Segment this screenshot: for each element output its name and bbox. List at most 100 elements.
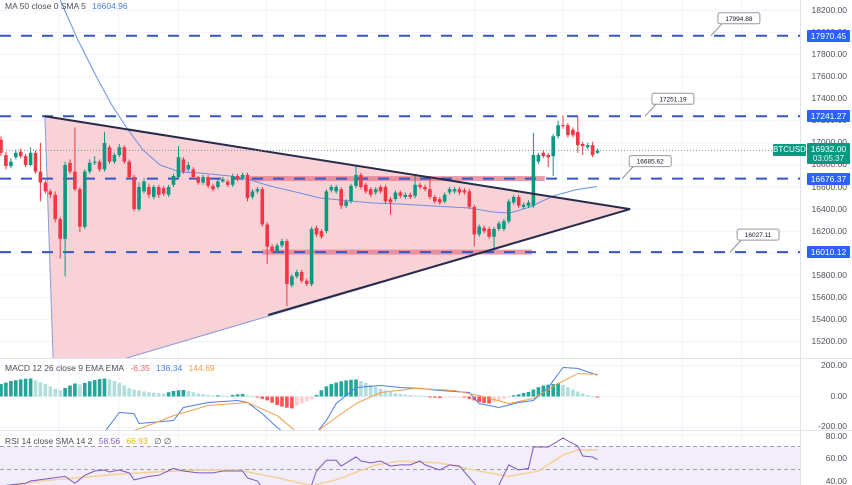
candle — [102, 131, 107, 172]
price-axis[interactable]: 18200.0018000.0017800.0017600.0017400.00… — [800, 0, 852, 485]
macd-pane[interactable] — [0, 366, 600, 448]
candle — [127, 159, 131, 180]
candle — [393, 190, 398, 202]
macd-histogram-bar — [211, 395, 215, 397]
ma-legend-title[interactable]: MA 50 close 0 SMA 5 — [5, 1, 86, 11]
candle — [304, 278, 309, 287]
price-zone[interactable] — [262, 249, 532, 255]
macd-histogram-bar — [590, 395, 595, 397]
macd-histogram-bar — [566, 387, 570, 397]
candle — [87, 159, 92, 174]
candle — [442, 192, 447, 204]
candle — [541, 150, 546, 159]
macd-histogram-bar — [176, 390, 181, 397]
trendline[interactable] — [267, 208, 631, 316]
macd-histogram-bar — [482, 396, 486, 403]
candle — [452, 187, 457, 194]
macd-histogram-bar — [595, 396, 600, 398]
trendline[interactable] — [44, 115, 631, 211]
candle — [250, 189, 255, 200]
candle — [364, 182, 368, 194]
candle — [186, 161, 191, 172]
candle — [14, 149, 18, 160]
rsi-pane[interactable] — [0, 437, 800, 485]
macd-histogram-bar — [368, 384, 373, 397]
macd-histogram-bar — [428, 396, 432, 398]
candle — [235, 173, 240, 182]
macd-histogram-bar — [161, 393, 166, 397]
candle — [152, 184, 156, 200]
candle — [438, 197, 442, 205]
candle — [211, 183, 215, 192]
macd-histogram-bar — [344, 380, 348, 397]
price-callout[interactable]: 17994.88 — [710, 12, 761, 37]
candle — [161, 185, 166, 196]
price-axis-label: 15800.00 — [811, 269, 847, 280]
rsi-axis-label: 60.00 — [825, 452, 847, 463]
candle — [418, 182, 422, 190]
price-pane[interactable]: 17994.88 17251.19 16685.62 16027.11 — [0, 0, 800, 380]
rsi-legend-title[interactable]: RSI 14 close SMA 14 2 — [5, 436, 93, 446]
macd-legend: MACD 12 26 close 9 EMA EMA -6.35 138.34 … — [5, 363, 219, 374]
price-callout[interactable]: 16685.62 — [621, 155, 672, 179]
candle — [467, 189, 472, 210]
macd-legend-title[interactable]: MACD 12 26 close 9 EMA EMA — [5, 363, 125, 373]
candle — [526, 200, 531, 208]
price-axis-label: 16800.00 — [811, 159, 847, 170]
macd-histogram-bar — [452, 396, 457, 398]
macd-histogram-bar — [403, 394, 408, 397]
candle — [482, 225, 486, 234]
macd-histogram-bar — [359, 381, 363, 397]
macd-histogram-bar — [191, 392, 196, 397]
candle — [457, 187, 462, 195]
candle — [408, 192, 412, 200]
candle — [556, 120, 560, 139]
price-axis-label: 15200.00 — [811, 335, 847, 346]
rsi-sma-value: 66.93 — [126, 436, 148, 446]
macd-histogram-bar — [201, 394, 205, 397]
macd-histogram-bar — [531, 389, 536, 397]
rsi-axis-label: 80.00 — [825, 430, 847, 441]
rsi-value: 58.56 — [98, 436, 121, 446]
candle — [487, 226, 491, 239]
price-axis-label: 16200.00 — [811, 225, 847, 236]
macd-histogram-bar — [117, 382, 122, 397]
macd-histogram-value: -6.35 — [130, 363, 150, 373]
symbol-badge: BTCUSD — [773, 144, 806, 156]
price-callout[interactable]: 16027.11 — [729, 228, 780, 253]
macd-histogram-bar — [290, 396, 294, 409]
price-zone[interactable] — [250, 176, 545, 182]
macd-histogram-bar — [58, 390, 62, 397]
macd-histogram-bar — [181, 390, 186, 397]
candle — [497, 221, 501, 232]
candle — [245, 172, 250, 202]
candle — [181, 157, 186, 174]
macd-histogram-bar — [270, 396, 274, 403]
candle — [571, 127, 575, 138]
candle — [4, 151, 8, 170]
macd-axis-label: 0.00 — [830, 391, 847, 401]
rsi-extra-values: ∅ ∅ — [154, 436, 172, 446]
candle — [521, 202, 526, 210]
macd-histogram-bar — [511, 395, 516, 397]
candle — [171, 173, 176, 187]
candle — [383, 184, 388, 204]
callout-text: 16685.62 — [637, 159, 664, 166]
candle — [309, 226, 314, 287]
macd-histogram-bar — [507, 396, 511, 398]
macd-histogram-bar — [526, 391, 531, 397]
candle — [285, 238, 289, 307]
candle — [78, 187, 82, 233]
price-callout[interactable]: 17251.19 — [644, 92, 695, 117]
macd-histogram-bar — [309, 396, 314, 400]
candle — [132, 174, 136, 212]
candle — [507, 199, 511, 224]
macd-histogram-bar — [398, 394, 403, 397]
macd-histogram-bar — [78, 384, 82, 397]
candle — [433, 194, 437, 204]
macd-histogram-bar — [502, 396, 506, 399]
candle — [43, 180, 48, 194]
macd-histogram-bar — [349, 379, 353, 397]
